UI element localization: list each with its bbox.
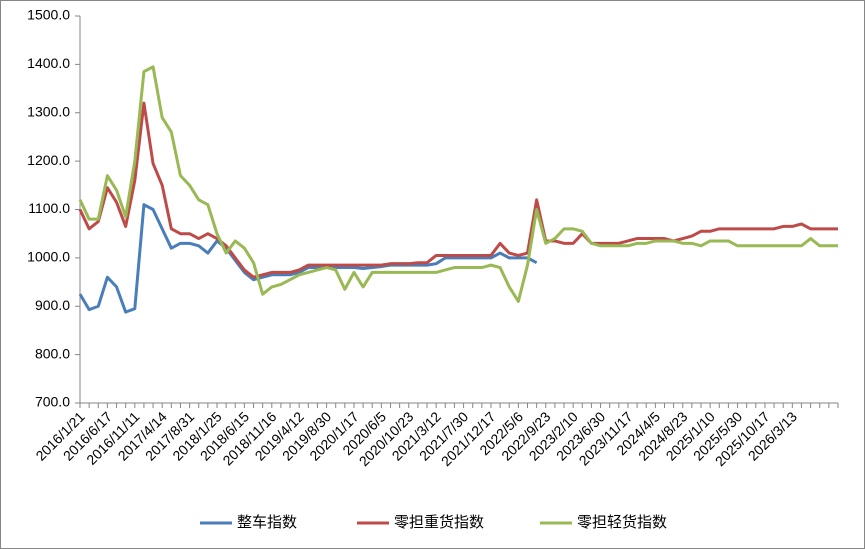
y-tick-label: 900.0 xyxy=(35,297,70,313)
y-tick-label: 1000.0 xyxy=(27,249,70,265)
series-line xyxy=(78,203,538,314)
y-tick-label: 1400.0 xyxy=(27,55,70,71)
y-tick-label: 700.0 xyxy=(35,394,70,410)
legend-label: 零担重货指数 xyxy=(394,514,484,531)
series-line xyxy=(78,101,838,279)
legend-label: 零担轻货指数 xyxy=(577,514,667,531)
y-tick-label: 1100.0 xyxy=(28,200,70,216)
y-tick-label: 1200.0 xyxy=(27,152,70,168)
series-line xyxy=(78,65,838,303)
legend-label: 整车指数 xyxy=(237,514,297,531)
y-tick-label: 1300.0 xyxy=(27,103,70,119)
y-tick-label: 1500.0 xyxy=(27,7,70,23)
y-tick-label: 800.0 xyxy=(35,345,70,361)
